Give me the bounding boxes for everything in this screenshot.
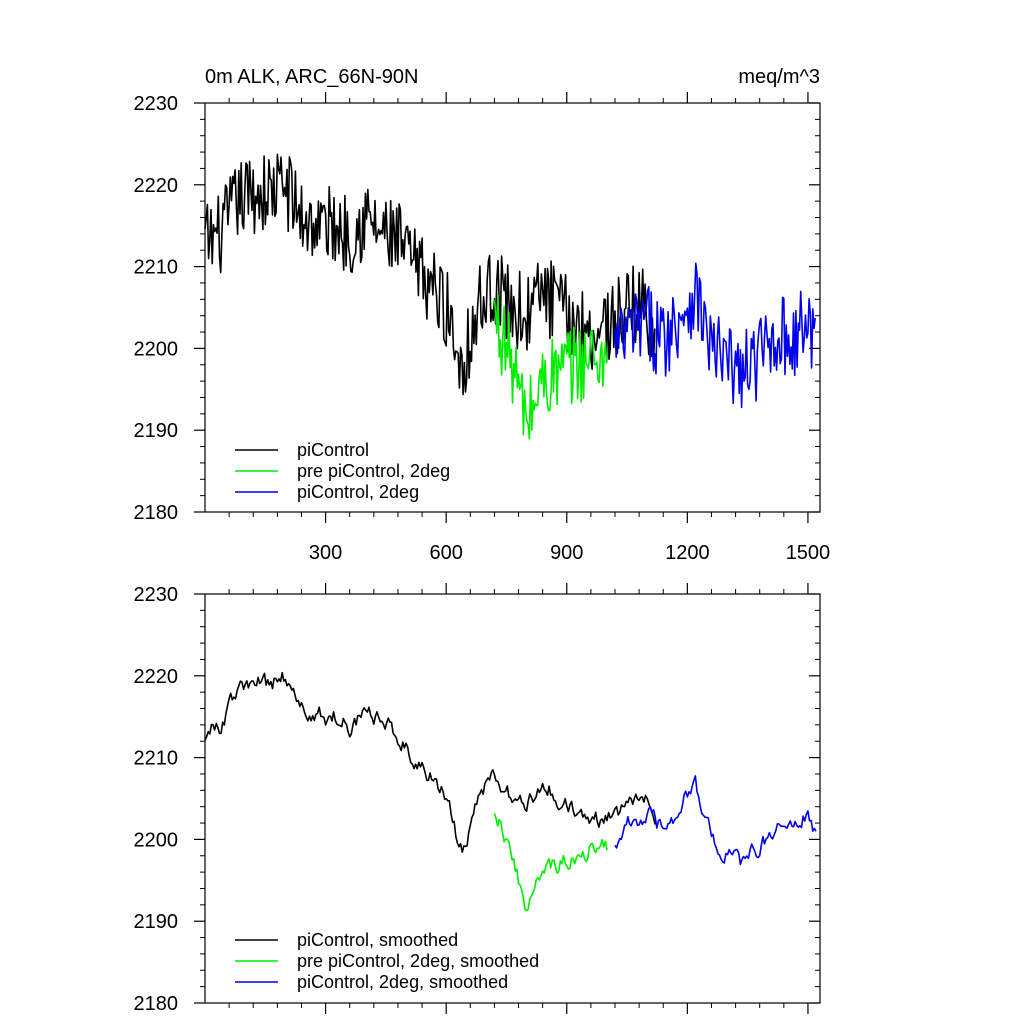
x-tick-label: 1500 [786, 542, 831, 564]
series-line-1 [204, 671, 656, 854]
legend-entry-2: pre piControl, 2deg [297, 461, 450, 481]
x-tick-label: 900 [550, 542, 583, 564]
legend-entry-1: piControl [297, 440, 369, 460]
chart-panel-2: 2180 2190 2200 2210 2220 2230 piControl, smoot… [134, 583, 821, 1015]
x-tick-label: 1200 [665, 542, 710, 564]
legend-entry-3: piControl, 2deg, smoothed [297, 972, 508, 992]
legend-entry-3: piControl, 2deg [297, 482, 419, 502]
y-tick-label: 2180 [134, 993, 179, 1015]
plot-frame [204, 102, 821, 513]
y-tick-label: 2210 [134, 257, 179, 279]
series-line-2 [493, 294, 608, 440]
series-line-3 [614, 262, 816, 409]
chart-title-right: meq/m^3 [738, 66, 820, 88]
y-tick-label: 2210 [134, 748, 179, 770]
y-tick-label: 2190 [134, 911, 179, 933]
series-line-3 [614, 775, 817, 866]
y-tick-label: 2230 [134, 93, 179, 115]
y-tick-label: 2200 [134, 338, 179, 360]
series-line-1 [204, 153, 656, 396]
chart-title-left: 0m ALK, ARC_66N-90N [205, 66, 418, 88]
x-tick-label: 300 [309, 542, 342, 564]
legend-entry-2: pre piControl, 2deg, smoothed [297, 951, 539, 971]
plot-frame [204, 593, 821, 1004]
y-tick-label: 2180 [134, 502, 179, 524]
y-tick-label: 2220 [134, 666, 179, 688]
y-tick-label: 2200 [134, 829, 179, 851]
series-line-2 [493, 812, 608, 912]
y-tick-label: 2230 [134, 584, 179, 606]
y-tick-label: 2220 [134, 175, 179, 197]
y-tick-label: 2190 [134, 420, 179, 442]
chart-panel-1: 2180 2190 2200 2210 2220 2230 300 600 900 1200 150… [134, 66, 831, 564]
legend-entry-1: piControl, smoothed [297, 930, 458, 950]
x-tick-label: 600 [429, 542, 462, 564]
